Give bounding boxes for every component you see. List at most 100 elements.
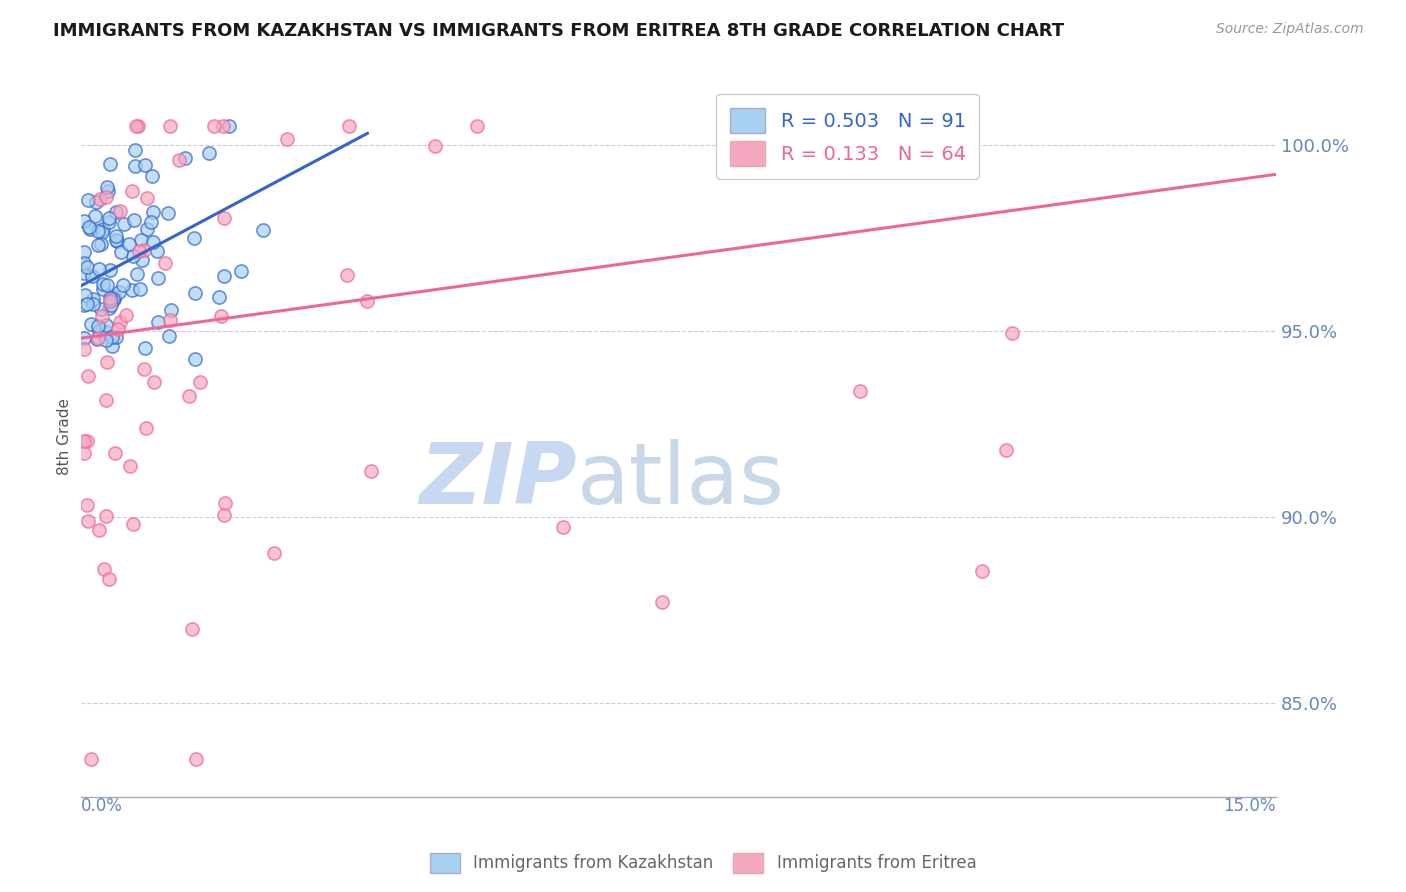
Point	[197, 146, 219, 161]
Point	[86, 332, 108, 346]
Point	[93, 222, 115, 236]
Point	[87, 324, 110, 338]
Point	[105, 330, 128, 344]
Point	[128, 282, 150, 296]
Point	[73, 266, 96, 280]
Point	[94, 318, 117, 332]
Point	[360, 464, 382, 478]
Point	[98, 291, 121, 305]
Point	[82, 292, 104, 306]
Point	[995, 442, 1018, 457]
Point	[94, 190, 117, 204]
Point	[96, 179, 118, 194]
Point	[91, 310, 114, 324]
Point	[91, 277, 114, 292]
Point	[135, 191, 157, 205]
Point	[98, 157, 121, 171]
Point	[108, 315, 131, 329]
Point	[79, 752, 101, 766]
Point	[159, 119, 181, 133]
Point	[96, 355, 118, 369]
Point	[73, 256, 96, 270]
Point	[121, 185, 143, 199]
Point	[91, 282, 114, 296]
Point	[356, 294, 378, 309]
Point	[651, 595, 673, 609]
Point	[104, 233, 127, 247]
Point	[97, 184, 120, 198]
Point	[115, 308, 138, 322]
Point	[90, 237, 112, 252]
Point	[184, 351, 207, 366]
Point	[135, 421, 157, 435]
Point	[84, 195, 107, 210]
Point	[101, 292, 124, 306]
Point	[1001, 326, 1024, 340]
Point	[100, 339, 122, 353]
Point	[146, 270, 169, 285]
Point	[128, 244, 150, 258]
Point	[87, 523, 110, 537]
Point	[184, 752, 207, 766]
Point	[121, 284, 143, 298]
Point	[100, 292, 122, 306]
Point	[167, 153, 190, 168]
Point	[76, 434, 98, 448]
Point	[98, 301, 121, 316]
Point	[103, 290, 125, 304]
Point	[124, 159, 146, 173]
Point	[93, 561, 115, 575]
Point	[76, 514, 98, 528]
Point	[970, 565, 993, 579]
Point	[89, 192, 111, 206]
Point	[91, 225, 114, 239]
Point	[131, 252, 153, 267]
Point	[946, 119, 969, 133]
Point	[181, 623, 204, 637]
Point	[276, 131, 298, 145]
Point	[112, 278, 135, 293]
Point	[129, 233, 152, 247]
Point	[73, 213, 96, 227]
Point	[73, 434, 96, 448]
Text: 15.0%: 15.0%	[1223, 797, 1277, 814]
Point	[98, 572, 121, 586]
Point	[188, 375, 211, 389]
Point	[98, 294, 121, 309]
Point	[214, 496, 236, 510]
Point	[849, 384, 872, 398]
Point	[263, 546, 285, 560]
Point	[108, 203, 131, 218]
Point	[87, 224, 110, 238]
Point	[134, 341, 156, 355]
Text: atlas: atlas	[576, 439, 785, 522]
Point	[98, 263, 121, 277]
Point	[104, 204, 127, 219]
Point	[94, 333, 117, 347]
Point	[89, 261, 111, 276]
Point	[135, 222, 157, 236]
Legend: R = 0.503   N = 91, R = 0.133   N = 64: R = 0.503 N = 91, R = 0.133 N = 64	[717, 95, 980, 179]
Point	[159, 313, 181, 327]
Point	[82, 297, 104, 311]
Point	[73, 298, 96, 312]
Point	[122, 212, 145, 227]
Point	[336, 268, 359, 282]
Point	[143, 376, 166, 390]
Point	[76, 260, 98, 274]
Point	[94, 325, 117, 339]
Point	[142, 205, 165, 219]
Point	[134, 158, 156, 172]
Point	[87, 318, 110, 333]
Point	[77, 368, 100, 383]
Point	[148, 315, 170, 329]
Point	[107, 322, 129, 336]
Point	[551, 520, 574, 534]
Point	[79, 222, 101, 236]
Y-axis label: 8th Grade: 8th Grade	[58, 399, 72, 475]
Point	[107, 234, 129, 248]
Legend: Immigrants from Kazakhstan, Immigrants from Eritrea: Immigrants from Kazakhstan, Immigrants f…	[423, 847, 983, 880]
Point	[156, 206, 179, 220]
Point	[132, 362, 155, 376]
Point	[252, 223, 274, 237]
